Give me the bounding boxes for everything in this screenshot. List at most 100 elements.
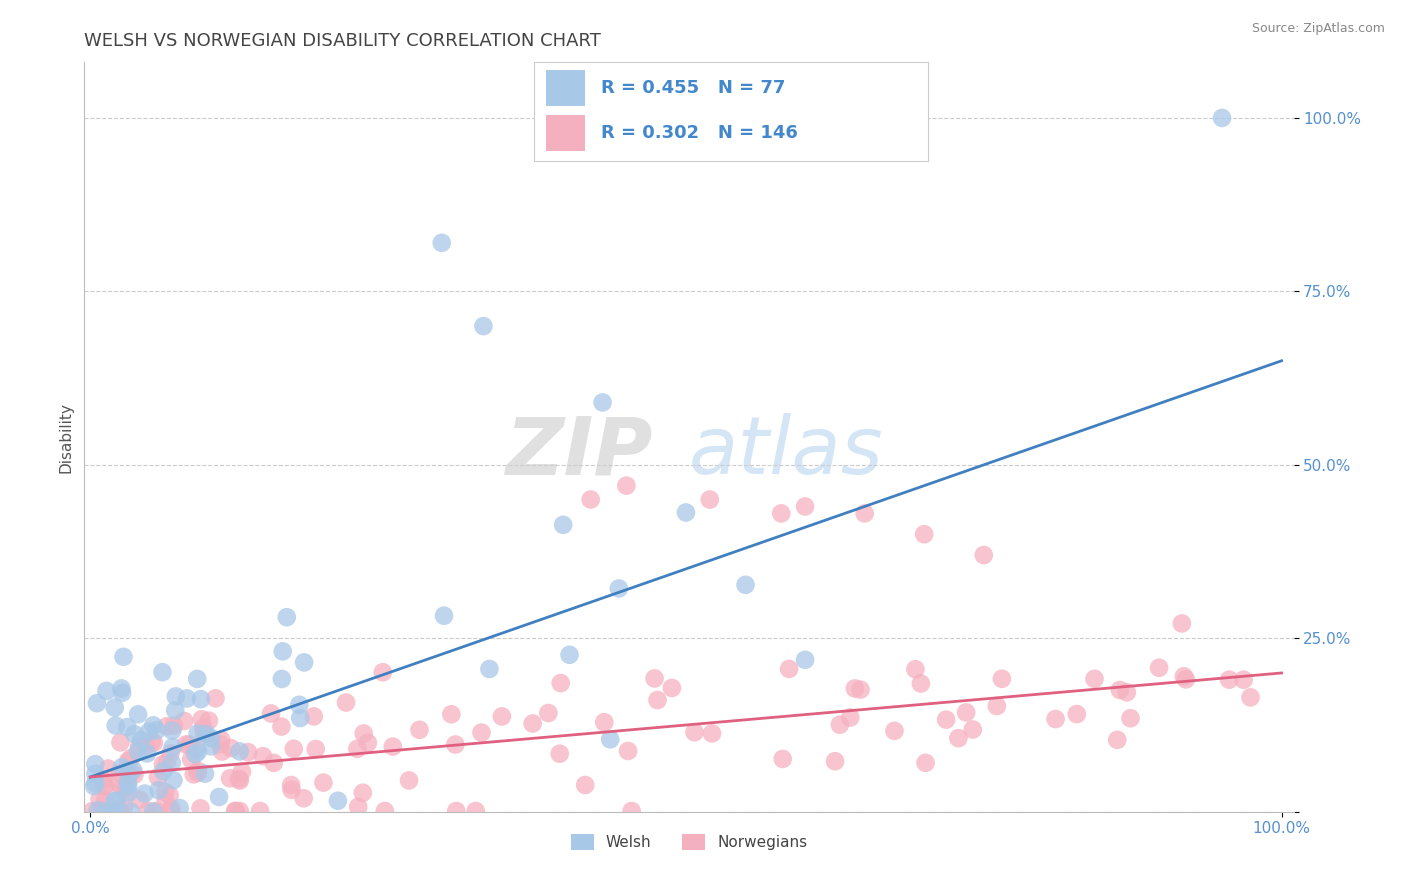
Point (772, 752, 794, 766)
Point (184, 741, 207, 756)
Point (94, 779, 117, 793)
Point (84, 767, 107, 781)
Point (607, 582, 630, 596)
Point (371, 665, 394, 680)
Point (853, 507, 876, 521)
Point (89, 791, 111, 805)
Point (143, 736, 166, 750)
Point (263, 756, 285, 770)
Text: R = 0.302   N = 146: R = 0.302 N = 146 (602, 124, 799, 142)
Point (200, 731, 222, 745)
Point (153, 785, 176, 799)
Point (193, 721, 215, 735)
FancyBboxPatch shape (546, 115, 585, 151)
Point (948, 731, 970, 746)
Point (117, 775, 139, 789)
Point (110, 681, 132, 696)
Point (794, 500, 817, 514)
Point (176, 691, 198, 706)
Text: WELSH VS NORWEGIAN DISABILITY CORRELATION CHART: WELSH VS NORWEGIAN DISABILITY CORRELATIO… (84, 32, 602, 50)
Point (849, 682, 872, 697)
Point (986, 698, 1008, 713)
Point (935, 713, 957, 727)
Point (174, 738, 197, 752)
Point (326, 794, 349, 808)
Point (270, 672, 292, 686)
Point (252, 749, 274, 764)
Point (117, 754, 139, 768)
Point (352, 786, 374, 800)
Point (117, 764, 139, 778)
Point (94, 805, 117, 819)
Point (160, 756, 183, 770)
Point (208, 789, 231, 804)
Point (647, 693, 669, 707)
Point (156, 756, 179, 770)
Point (104, 794, 127, 808)
Point (204, 691, 226, 706)
Point (187, 764, 209, 778)
Text: atlas: atlas (689, 413, 884, 491)
Point (94, 792, 117, 806)
Point (190, 801, 212, 815)
Point (194, 766, 217, 780)
Point (117, 779, 139, 793)
Point (288, 698, 311, 712)
Point (177, 737, 200, 751)
Point (1066, 706, 1088, 721)
Point (104, 805, 127, 819)
Point (162, 723, 184, 738)
Point (94, 779, 117, 793)
Point (229, 773, 252, 788)
Point (145, 723, 167, 738)
Point (1045, 712, 1067, 726)
Point (211, 744, 233, 758)
Point (574, 778, 596, 792)
Point (478, 662, 501, 676)
Y-axis label: Disability: Disability (58, 401, 73, 473)
Point (446, 804, 468, 818)
Point (231, 764, 253, 779)
Point (1115, 685, 1137, 699)
Point (127, 744, 149, 758)
Point (159, 747, 181, 761)
Point (955, 706, 977, 720)
Point (183, 767, 205, 781)
Point (145, 804, 167, 818)
Point (1083, 672, 1105, 686)
Point (592, 395, 614, 409)
Point (962, 723, 984, 737)
Point (107, 804, 129, 818)
Point (148, 783, 170, 797)
Point (1147, 661, 1170, 675)
Point (270, 720, 292, 734)
Point (228, 744, 250, 758)
Point (444, 738, 467, 752)
Point (105, 794, 128, 808)
Point (1174, 673, 1197, 687)
Point (550, 676, 572, 690)
Point (433, 608, 456, 623)
Point (173, 714, 195, 728)
Point (163, 719, 186, 733)
Point (108, 766, 131, 780)
Point (91, 772, 114, 787)
Point (374, 804, 396, 818)
Point (470, 725, 492, 739)
Point (152, 757, 174, 772)
Point (152, 764, 174, 779)
Point (1108, 683, 1130, 698)
Point (209, 737, 232, 751)
Point (910, 676, 932, 690)
Point (110, 735, 132, 749)
Point (302, 709, 325, 723)
Point (290, 711, 312, 725)
Point (86, 803, 108, 817)
Point (430, 235, 453, 250)
Point (260, 706, 283, 721)
Point (184, 747, 207, 761)
Point (165, 703, 187, 717)
Point (190, 692, 212, 706)
Point (112, 799, 135, 814)
Text: R = 0.455   N = 77: R = 0.455 N = 77 (602, 79, 786, 97)
